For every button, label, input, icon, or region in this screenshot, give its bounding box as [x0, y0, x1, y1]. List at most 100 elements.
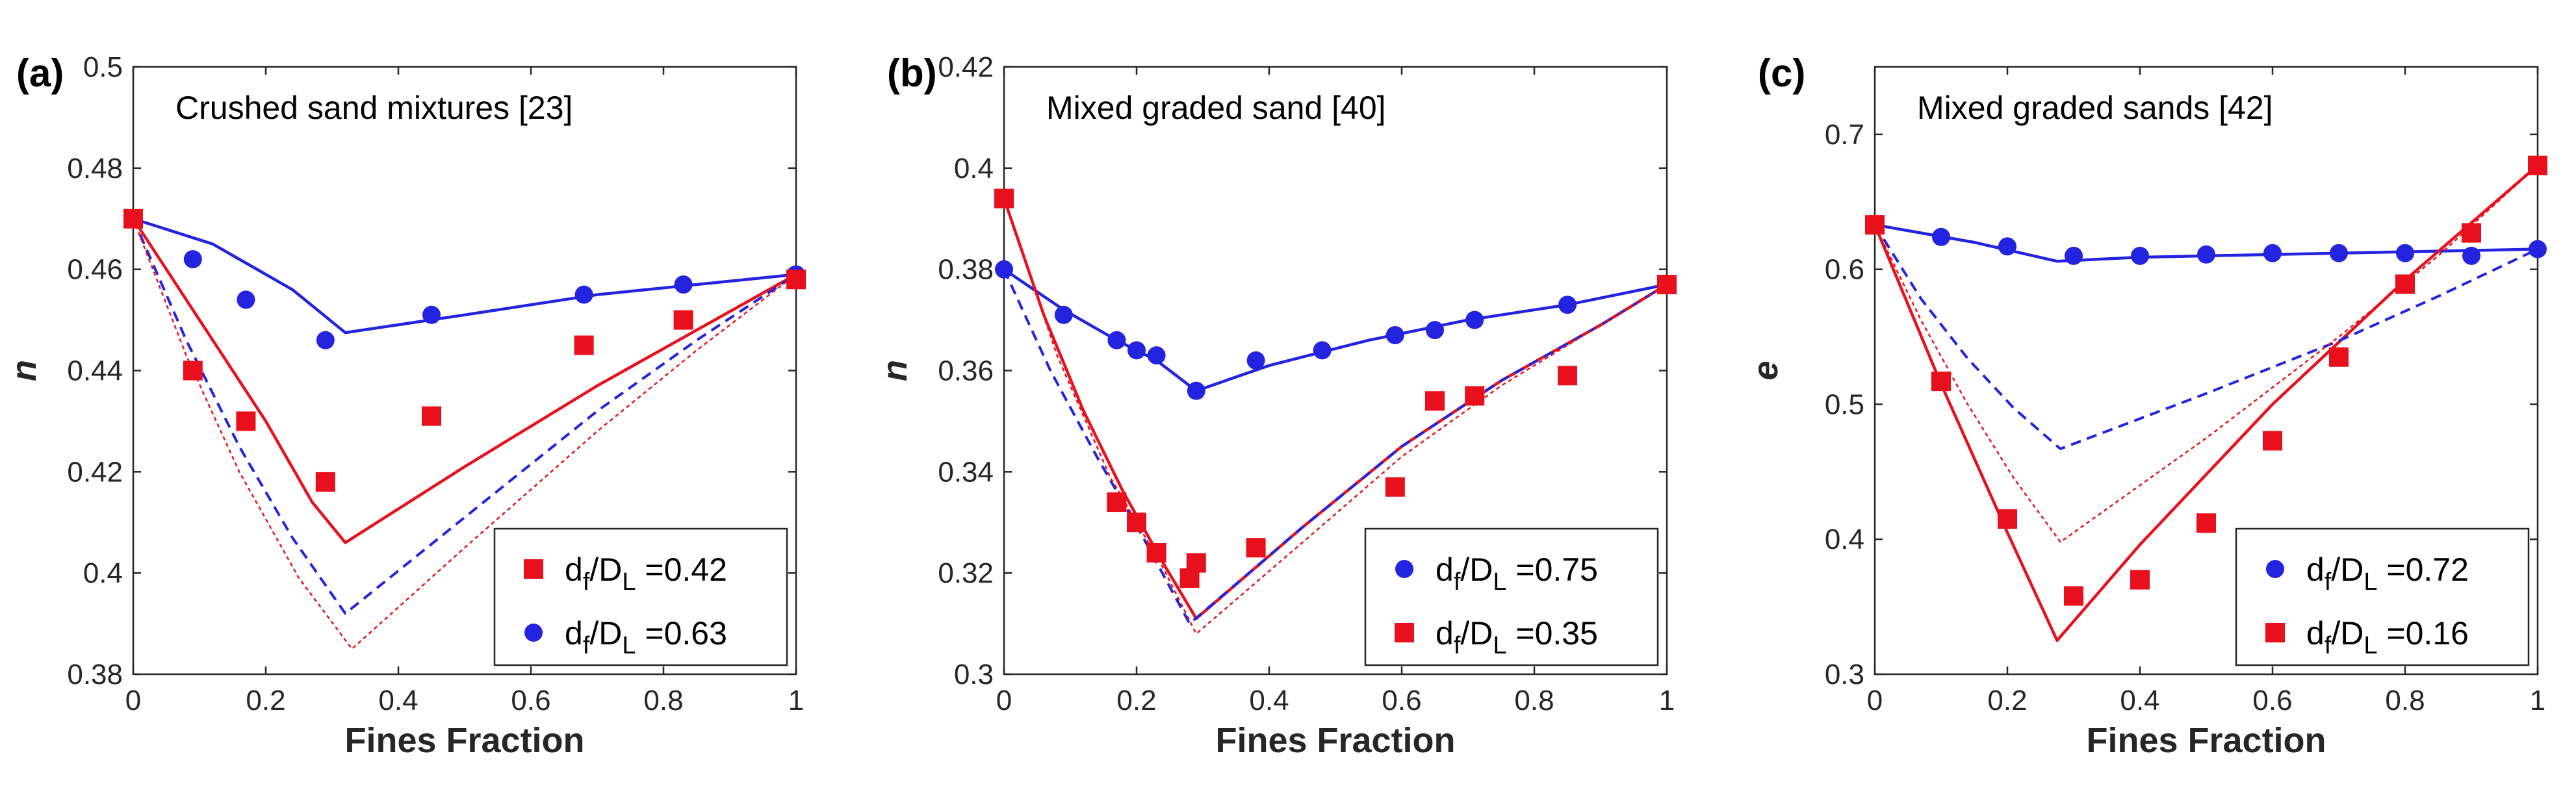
data-point-blue [2462, 246, 2480, 265]
data-point-red [1657, 275, 1677, 295]
legend-label-part: f [583, 632, 590, 659]
data-point-blue [2330, 244, 2348, 262]
y-axis-label: n [875, 360, 914, 381]
x-tick-label: 0.8 [2385, 685, 2425, 716]
data-point-red [2462, 223, 2481, 243]
data-point-red [574, 335, 594, 355]
y-tick-label: 0.36 [938, 355, 994, 387]
series-line-red-dotted [1875, 164, 2538, 543]
x-tick-label: 0.6 [2252, 685, 2292, 716]
data-point-red [2130, 570, 2150, 590]
legend-label-part: L [622, 632, 636, 659]
data-point-red [994, 188, 1014, 209]
data-point-blue [1127, 341, 1146, 360]
y-axis-label: e [1746, 361, 1785, 380]
y-tick-label: 0.4 [1825, 524, 1864, 555]
data-point-blue [1054, 305, 1073, 324]
series-line-blue-dashed [133, 218, 796, 615]
data-point-blue [574, 285, 593, 304]
legend-label-part: d [1436, 615, 1454, 652]
data-point-red [2064, 586, 2083, 606]
x-tick-label: 0.2 [246, 685, 285, 716]
chart-title-annotation: Mixed graded sands [42] [1917, 90, 2273, 126]
y-tick-label: 0.5 [1825, 388, 1864, 420]
series-line-blue-solid [1004, 268, 1667, 392]
legend-label: df/DL =0.75 [1436, 551, 1598, 596]
data-point-blue [1187, 381, 1205, 400]
legend-marker-blue [2266, 560, 2284, 578]
legend-label: df/DL =0.63 [565, 615, 727, 659]
data-point-red [2263, 431, 2282, 451]
legend-label-part: =0.35 [1507, 615, 1598, 652]
y-tick-label: 0.3 [1825, 659, 1864, 690]
data-point-blue [2396, 244, 2414, 262]
legend-label-part: d [1436, 551, 1454, 588]
data-point-blue [2131, 246, 2149, 265]
data-point-blue [995, 260, 1013, 279]
data-point-red [1425, 391, 1445, 411]
data-point-red [1558, 366, 1577, 386]
data-point-red [1186, 553, 1206, 573]
data-point-red [315, 472, 335, 492]
y-tick-label: 0.4 [954, 153, 994, 184]
x-tick-label: 0.2 [1987, 685, 2027, 716]
x-tick-label: 0.4 [378, 685, 418, 716]
data-point-blue [1147, 346, 1166, 365]
legend-label: df/DL =0.35 [1436, 615, 1598, 659]
data-point-blue [1932, 227, 1950, 246]
data-point-red [1107, 492, 1127, 512]
x-tick-label: 0 [1867, 685, 1883, 716]
legend-label-part: /D [1460, 615, 1493, 652]
x-tick-label: 0.4 [1249, 685, 1289, 716]
y-tick-label: 0.38 [938, 254, 994, 286]
x-tick-label: 0.8 [1514, 685, 1554, 716]
legend-label-part: =0.75 [1507, 551, 1598, 588]
data-point-red [422, 406, 441, 426]
legend-label-part: f [2325, 632, 2332, 659]
data-point-red [1465, 386, 1485, 406]
legend-label-part: =0.16 [2378, 615, 2469, 652]
legend-marker-blue [524, 624, 543, 642]
legend-label-part: L [1493, 632, 1506, 659]
legend-label-part: L [2363, 632, 2377, 659]
series-line-red-solid [1875, 164, 2538, 642]
legend-label-part: /D [589, 615, 622, 652]
x-tick-label: 0 [996, 685, 1012, 716]
data-point-blue [183, 250, 202, 269]
series-line-blue-dashed [1004, 268, 1667, 626]
chart-panel: 0 0.2 0.4 0.6 0.8 1 0.3 0.32 0.34 0.36 0.38 0.4 0.42… [875, 51, 1677, 760]
legend-label-part: f [2325, 568, 2332, 596]
chart-title-annotation: Crushed sand mixtures [23] [175, 90, 573, 126]
series-line-red-dotted [133, 218, 796, 650]
legend-label-part: /D [2331, 615, 2363, 652]
data-point-red [1865, 215, 1885, 235]
legend-label-part: =0.42 [636, 551, 727, 588]
y-tick-label: 0.42 [938, 51, 994, 83]
data-point-blue [1107, 331, 1126, 349]
x-tick-label: 0.6 [1382, 685, 1421, 716]
data-point-blue [1998, 237, 2016, 256]
legend-marker-blue [1395, 560, 1413, 578]
data-point-blue [1465, 310, 1484, 329]
chart-panel: 0 0.2 0.4 0.6 0.8 1 0.38 0.4 0.42 0.44 0.46 0.48 0.5… [5, 51, 806, 760]
data-point-blue [2529, 240, 2547, 259]
data-point-red [1931, 372, 1951, 392]
y-tick-label: 0.3 [954, 659, 994, 690]
plot-area [1004, 197, 1667, 635]
data-point-blue [1246, 351, 1265, 370]
y-tick-label: 0.32 [938, 557, 994, 589]
legend-label: df/DL =0.72 [2306, 551, 2469, 596]
legend-label-part: =0.63 [636, 615, 727, 652]
x-tick-label: 0.2 [1116, 685, 1156, 716]
x-axis-label: Fines Fraction [2086, 721, 2326, 760]
y-tick-label: 0.6 [1825, 254, 1864, 286]
y-tick-label: 0.38 [67, 659, 123, 690]
y-axis-label: n [5, 360, 44, 381]
legend-marker-red [2265, 623, 2285, 642]
legend-box [493, 527, 788, 666]
data-point-red [673, 310, 693, 330]
data-point-blue [674, 275, 693, 294]
legend-label-part: f [1454, 568, 1461, 596]
chart-panel: 0 0.2 0.4 0.6 0.8 1 0.3 0.4 0.5 0.6 0.7 Fines Fract… [1746, 51, 2547, 760]
